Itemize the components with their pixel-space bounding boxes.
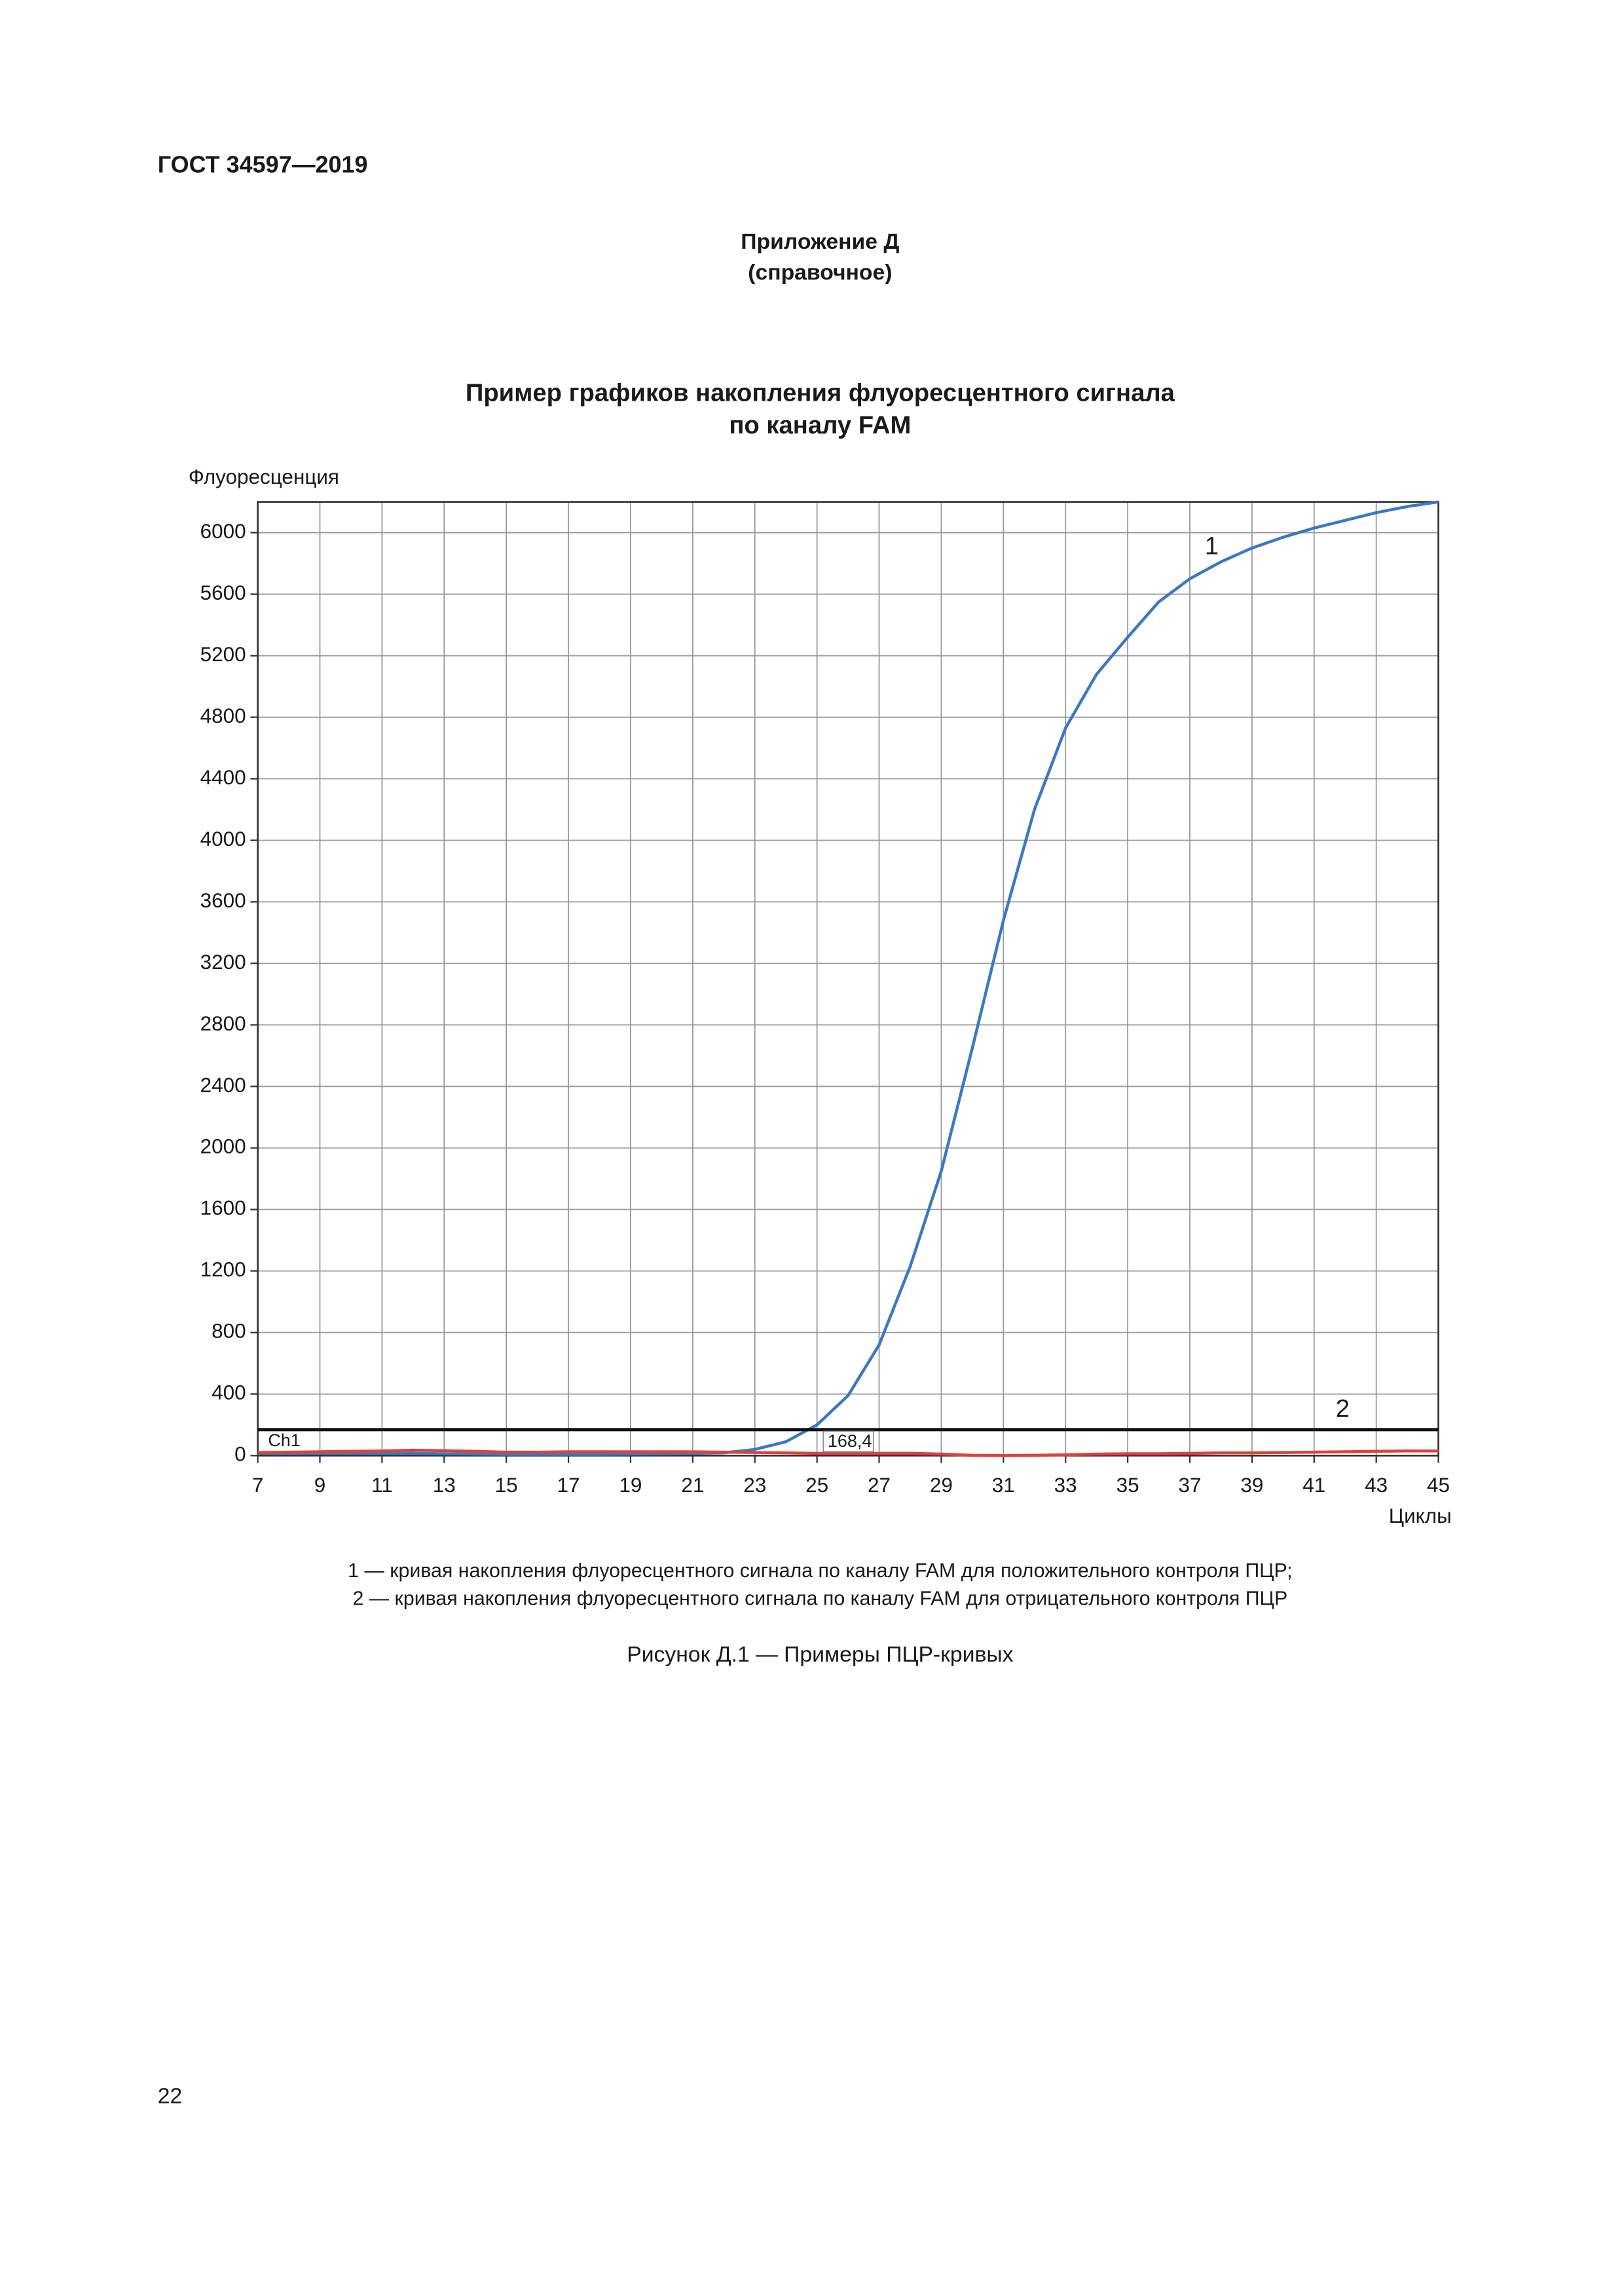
data-line	[257, 1448, 1439, 1457]
x-tick-label: 13	[433, 1474, 456, 1497]
y-tick-label: 5600	[200, 581, 246, 604]
x-tick-label: 25	[805, 1474, 828, 1497]
x-tick-label: 43	[1365, 1474, 1388, 1497]
y-tick-label: 4000	[200, 828, 246, 850]
y-tick-label: 2400	[200, 1074, 246, 1097]
x-tick-label: 11	[371, 1474, 393, 1497]
x-tick-label: 31	[992, 1474, 1015, 1497]
x-tick-label: 27	[868, 1474, 891, 1497]
y-tick-label: 2000	[200, 1135, 246, 1158]
y-tick-label: 1600	[200, 1197, 246, 1220]
y-tick-label: 5200	[200, 643, 246, 666]
y-tick-label: 0	[234, 1443, 246, 1466]
series-label: 2	[1336, 1394, 1350, 1423]
page-number: 22	[158, 2083, 183, 2108]
x-tick-label: 15	[495, 1474, 518, 1497]
x-tick-label: 39	[1240, 1474, 1263, 1497]
y-tick-label: 800	[212, 1320, 246, 1343]
x-tick-label: 19	[619, 1474, 642, 1497]
y-tick-label: 2800	[200, 1012, 246, 1035]
threshold-name: Ch1	[268, 1430, 300, 1450]
appendix-title: Приложение Д	[741, 229, 899, 254]
x-tick-label: 9	[314, 1474, 326, 1497]
note: 1 — кривая накопления флуоресцентного си…	[348, 1560, 1292, 1582]
x-axis-label: Циклы	[1389, 1504, 1452, 1527]
figure-caption: Рисунок Д.1 — Примеры ПЦР-кривых	[627, 1642, 1013, 1667]
y-tick-label: 4400	[200, 766, 246, 789]
y-tick-label: 4800	[200, 704, 246, 727]
x-tick-label: 21	[681, 1474, 704, 1497]
y-tick-label: 3600	[200, 889, 246, 912]
threshold-label-box	[822, 1430, 874, 1453]
x-tick-label: 23	[743, 1474, 766, 1497]
appendix-subtitle: (справочное)	[748, 260, 892, 285]
data-line	[257, 500, 1439, 1456]
note: 2 — кривая накопления флуоресцентного си…	[353, 1588, 1288, 1610]
x-tick-label: 37	[1178, 1474, 1201, 1497]
y-axis-label: Флуоресценция	[189, 465, 339, 488]
y-tick-label: 6000	[200, 520, 246, 543]
series-label: 1	[1205, 532, 1219, 560]
standard-id: ГОСТ 34597—2019	[158, 151, 368, 178]
y-tick-label: 1200	[200, 1258, 246, 1281]
chart-title: по каналу FAM	[729, 411, 911, 439]
plot: 0 400 800 1200 1600 2000 2400 2800 3200 3600 4000 4…	[200, 500, 1450, 1497]
y-tick-label: 400	[212, 1381, 246, 1404]
chart-title: Пример графиков накопления флуоресцентно…	[466, 379, 1175, 407]
x-tick-label: 7	[252, 1474, 264, 1497]
x-tick-label: 35	[1116, 1474, 1139, 1497]
y-tick-label: 3200	[200, 951, 246, 974]
threshold-label: 168,4	[828, 1431, 872, 1451]
x-tick-label: 29	[930, 1474, 953, 1497]
x-tick-label: 17	[557, 1474, 580, 1497]
x-tick-label: 41	[1302, 1474, 1325, 1497]
plot-frame	[257, 501, 1439, 1457]
x-tick-label: 33	[1054, 1474, 1077, 1497]
x-tick-label: 45	[1427, 1474, 1450, 1497]
